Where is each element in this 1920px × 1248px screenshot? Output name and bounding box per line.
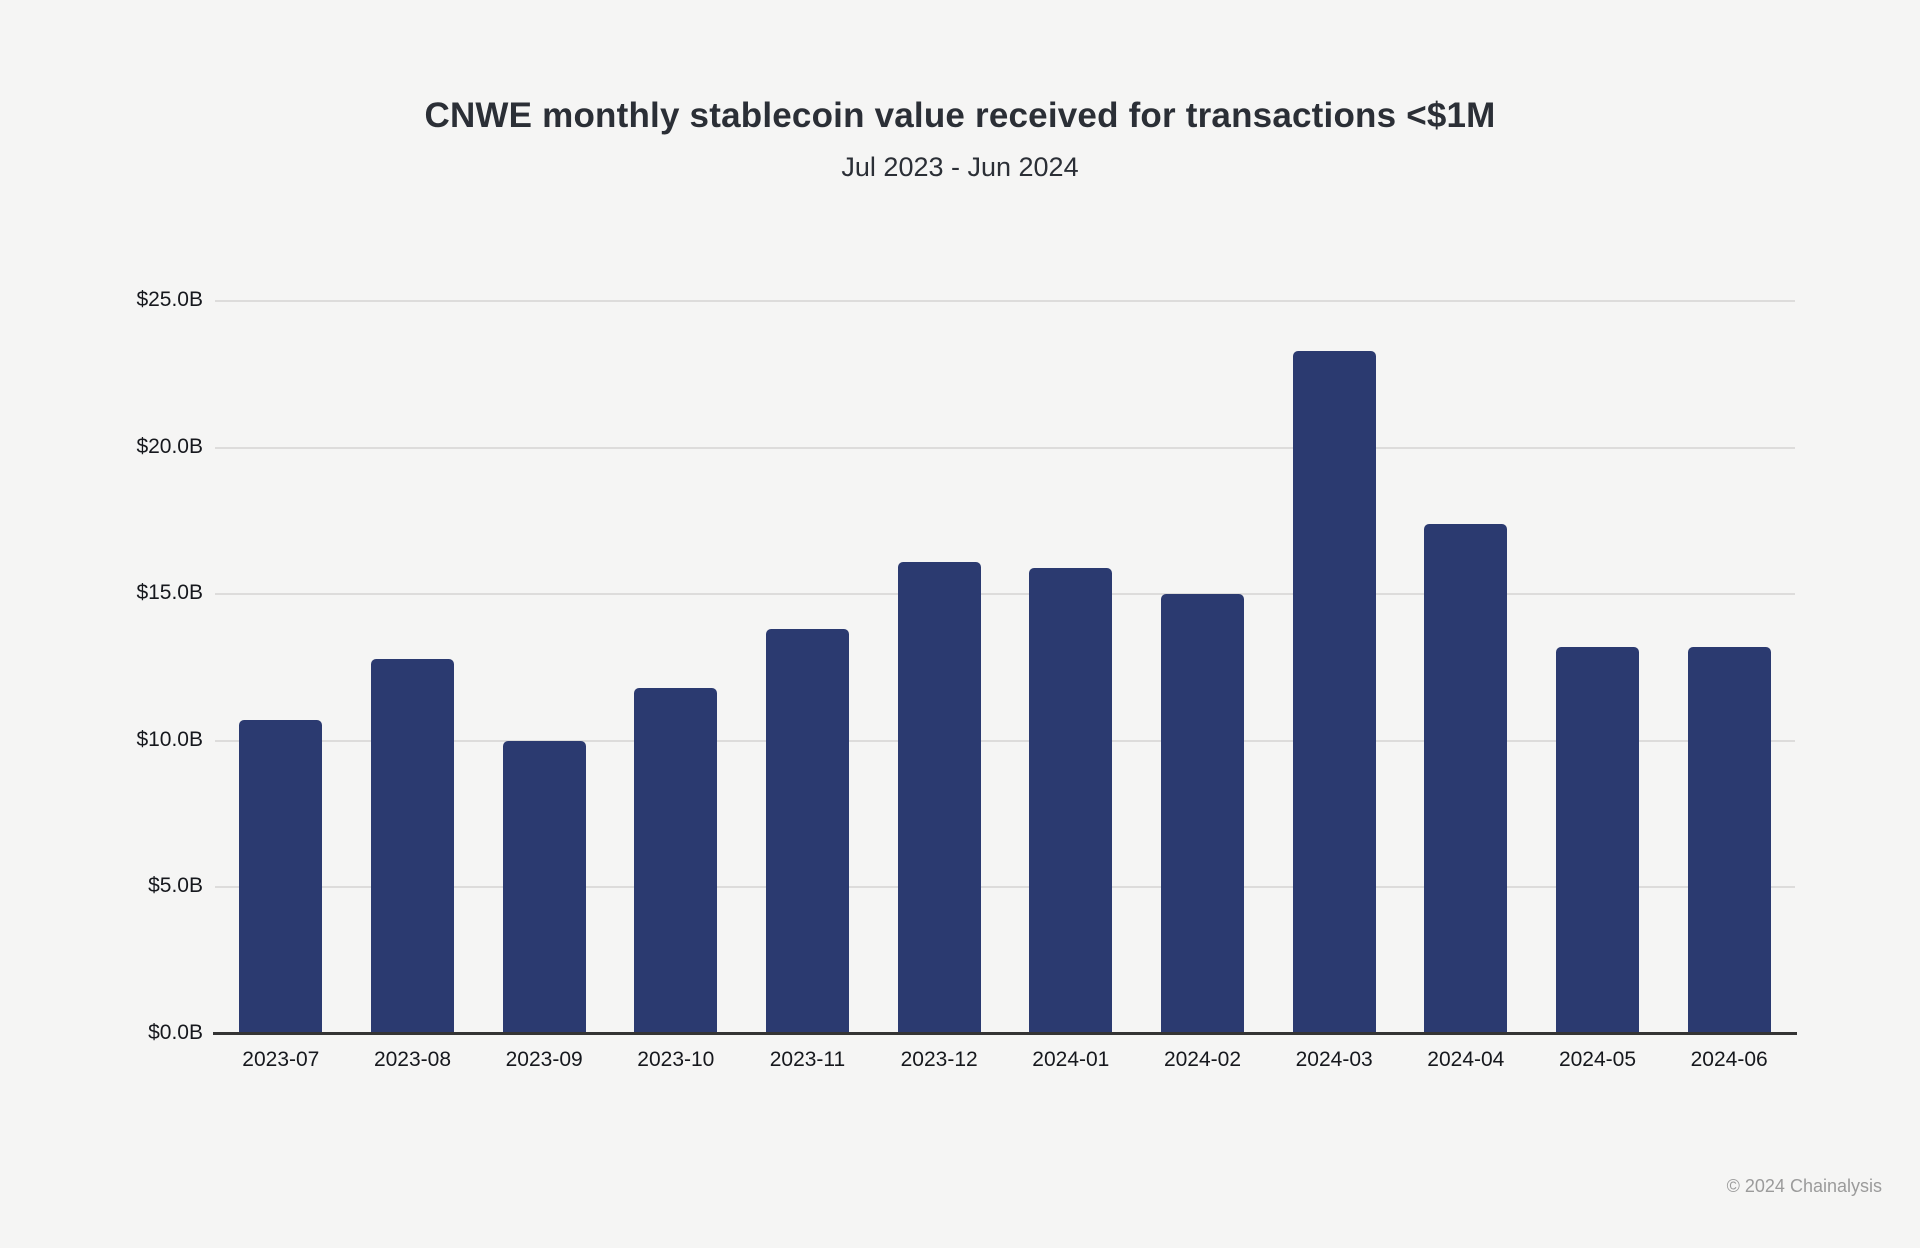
bar-2024-06 (1687, 646, 1771, 1034)
y-tick-label-$15.0B: $15.0B (136, 581, 203, 605)
y-tick-label-$5.0B: $5.0B (148, 874, 203, 898)
x-tick-label-2024-01: 2024-01 (1032, 1048, 1110, 1071)
x-tick-label-2023-07: 2023-07 (242, 1048, 320, 1071)
x-tick-label-2023-12: 2023-12 (900, 1048, 978, 1071)
bar-2023-10 (634, 688, 718, 1034)
chart-title: CNWE monthly stablecoin value received f… (424, 96, 1496, 135)
x-tick-label-2023-10: 2023-10 (637, 1048, 715, 1071)
y-tick-label-$25.0B: $25.0B (136, 288, 203, 311)
gridline-$15.0B (215, 593, 1795, 596)
x-tick-label-2024-04: 2024-04 (1427, 1048, 1505, 1071)
y-tick-label-$0.0B: $0.0B (148, 1021, 203, 1044)
bar-2024-05 (1556, 646, 1639, 1034)
x-tick-label-2024-05: 2024-05 (1558, 1048, 1637, 1071)
chart-subtitle: Jul 2023 - Jun 2024 (841, 152, 1079, 182)
bar-2024-04 (1424, 523, 1508, 1034)
copyright-text: © 2024 Chainalysis (1726, 1176, 1882, 1196)
y-tick-label-$20.0B: $20.0B (136, 434, 203, 458)
bar-2023-12 (897, 561, 981, 1034)
plot-area (215, 300, 1795, 1034)
bar-2024-01 (1029, 567, 1113, 1034)
y-tick-label-$10.0B: $10.0B (136, 727, 203, 751)
x-tick-label-2023-11: 2023-11 (769, 1048, 846, 1071)
x-axis-line (213, 1032, 1797, 1035)
gridline-$5.0B (215, 886, 1795, 889)
gridline-$25.0B (215, 300, 1795, 302)
bar-2024-03 (1292, 350, 1376, 1034)
bar-2024-02 (1161, 594, 1244, 1034)
x-tick-label-2024-03: 2024-03 (1295, 1048, 1373, 1071)
x-tick-label-2024-02: 2024-02 (1163, 1048, 1242, 1071)
x-tick-label-2024-06: 2024-06 (1690, 1048, 1768, 1071)
bar-2023-09 (502, 740, 586, 1034)
x-tick-label-2023-08: 2023-08 (373, 1048, 452, 1071)
gridline-$10.0B (215, 739, 1795, 742)
gridline-$20.0B (215, 446, 1795, 449)
x-tick-label-2023-09: 2023-09 (505, 1048, 583, 1071)
bar-2023-07 (239, 720, 323, 1034)
bar-2023-08 (371, 658, 454, 1034)
bar-2023-11 (766, 629, 849, 1034)
